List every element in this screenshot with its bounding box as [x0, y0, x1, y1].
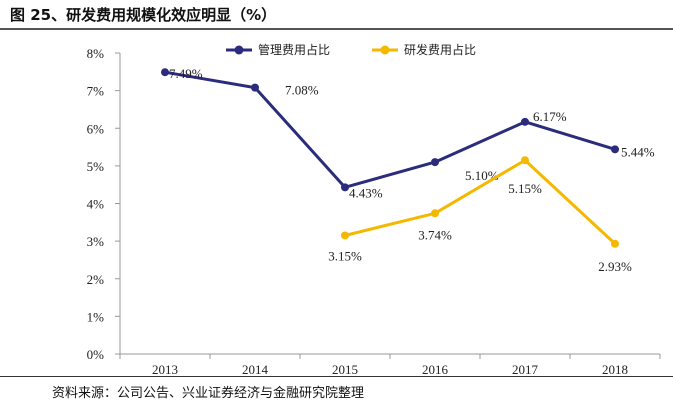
x-tick-label: 2018: [602, 362, 628, 377]
legend-swatch-marker: [380, 45, 390, 55]
x-tick-label: 2016: [422, 362, 449, 377]
series-line: [164, 70, 616, 189]
data-point: [611, 145, 619, 154]
y-tick-label: 3%: [87, 234, 105, 249]
data-point: [521, 156, 529, 165]
data-label: 5.44%: [621, 144, 655, 159]
legend-swatch-marker: [234, 45, 244, 55]
y-tick-label: 2%: [87, 272, 105, 287]
data-point: [521, 117, 529, 126]
legend-label: 研发费用占比: [404, 42, 476, 57]
data-point: [341, 231, 349, 240]
data-point: [341, 183, 349, 192]
data-point: [611, 239, 619, 248]
data-point: [161, 68, 169, 77]
figure-title: 图 25、研发费用规模化效应明显（%）: [10, 6, 277, 24]
data-label: 5.10%: [465, 168, 499, 183]
data-label: 6.17%: [533, 109, 567, 124]
data-point: [251, 83, 259, 92]
y-tick-label: 8%: [87, 46, 105, 61]
y-tick-label: 7%: [87, 84, 105, 99]
x-tick-label: 2017: [512, 362, 539, 377]
y-tick-label: 0%: [87, 347, 105, 362]
data-label: 7.49%: [169, 66, 203, 81]
chart-series: 7.49% 7.08% 4.43% 5.10% 6.17% 5.44% 3.15% 3.74%…: [161, 66, 655, 274]
data-label: 5.15%: [508, 181, 542, 196]
y-tick-label: 5%: [87, 159, 105, 174]
source-note: 资料来源：公司公告、兴业证券经济与金融研究院整理: [52, 386, 365, 401]
data-label: 3.15%: [328, 248, 362, 263]
chart-axes: 0% 1% 2% 3% 4% 5% 6% 7% 8% 2013 2014 2015 2016 2017 20…: [87, 46, 661, 377]
series-line: [344, 158, 617, 245]
data-label: 3.74%: [418, 227, 452, 242]
x-tick-label: 2013: [152, 362, 178, 377]
y-tick-label: 4%: [87, 197, 105, 212]
source-divider: [0, 376, 673, 377]
title-divider: [0, 28, 673, 30]
y-tick-label: 1%: [87, 309, 105, 324]
data-point: [431, 158, 439, 167]
chart-legend: 管理费用占比 研发费用占比: [226, 42, 476, 57]
x-tick-label: 2014: [242, 362, 269, 377]
y-tick-label: 6%: [87, 121, 105, 136]
legend-label: 管理费用占比: [258, 42, 330, 57]
data-label: 2.93%: [598, 259, 632, 274]
data-label: 4.43%: [349, 185, 383, 200]
data-label: 7.08%: [285, 83, 319, 98]
x-tick-label: 2015: [332, 362, 358, 377]
data-point: [431, 209, 439, 218]
